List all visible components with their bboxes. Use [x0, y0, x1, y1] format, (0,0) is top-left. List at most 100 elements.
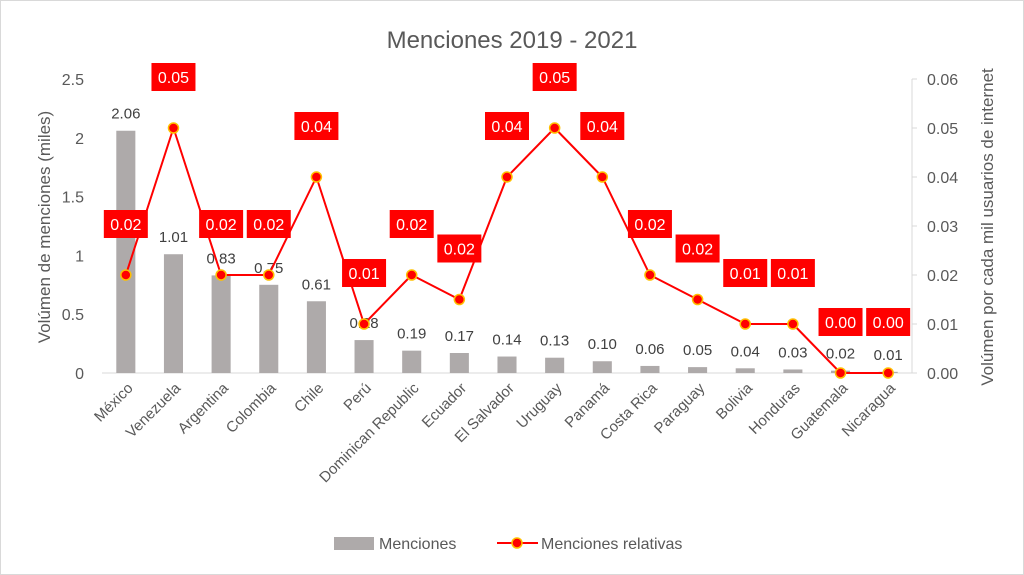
line-data-label: 0.01 — [777, 266, 808, 283]
line-point — [596, 171, 609, 183]
line-point — [358, 318, 370, 330]
line-data-label-box — [294, 112, 339, 140]
legend-label: Menciones — [379, 536, 456, 553]
line-point — [501, 171, 513, 183]
bar-data-label: 0.19 — [397, 326, 426, 343]
bar — [783, 369, 803, 373]
y2-tick-label: 0.01 — [927, 317, 958, 334]
bar-data-label: 0.17 — [445, 328, 474, 345]
y-tick-label: 2.5 — [62, 72, 84, 89]
line-data-label: 0.04 — [301, 119, 332, 136]
line-point — [310, 171, 323, 183]
line-data-label-box — [389, 210, 434, 238]
legend-label: Menciones relativas — [541, 536, 682, 553]
bar-data-label: 0.14 — [492, 332, 521, 349]
legend-swatch-marker — [511, 537, 523, 549]
line-point — [263, 269, 275, 281]
bar-data-label: 0.05 — [683, 342, 712, 359]
line-data-label-box — [818, 308, 863, 336]
bar — [116, 130, 136, 373]
line-data-label: 0.01 — [730, 266, 761, 283]
line-data-label: 0.02 — [634, 217, 665, 234]
line-data-label-box — [723, 259, 768, 287]
bar — [354, 340, 374, 373]
x-tick-label: Perú — [340, 380, 374, 414]
line-data-label: 0.00 — [825, 315, 856, 332]
bar-data-label: 0.04 — [731, 343, 760, 360]
bar-data-label: 0.10 — [588, 336, 617, 353]
line-point — [120, 269, 132, 281]
line-data-label: 0.00 — [873, 315, 904, 332]
bar — [640, 365, 660, 373]
bar — [688, 367, 708, 373]
bar — [306, 301, 326, 373]
line-data-label: 0.04 — [491, 119, 522, 136]
bar — [735, 368, 755, 373]
line-data-label-box — [485, 112, 529, 140]
line-data-label-box — [532, 63, 577, 91]
line-data-label: 0.02 — [396, 217, 427, 234]
y2-tick-label: 0.02 — [927, 268, 958, 285]
bar-data-label: 0.06 — [635, 341, 664, 358]
y2-tick-label: 0.05 — [927, 121, 958, 138]
line-point — [405, 269, 418, 281]
line-data-label-box — [342, 259, 387, 287]
bar — [592, 361, 612, 373]
x-tick-label: México — [91, 380, 137, 426]
bar-data-label: 1.01 — [159, 229, 188, 246]
line-data-label-box — [675, 234, 720, 263]
bar-data-label: 0.01 — [874, 347, 903, 364]
line-series-menciones-relativas — [120, 122, 894, 379]
line-point — [787, 318, 799, 330]
y2-tick-label: 0.03 — [927, 219, 958, 236]
x-tick-label: Colombia — [223, 379, 280, 436]
line-point — [739, 318, 751, 330]
y-tick-label: 0 — [75, 366, 84, 383]
bar-data-label: 0.02 — [826, 346, 855, 363]
line-point — [453, 293, 466, 306]
x-tick-label: Paraguay — [651, 379, 709, 437]
bar-data-label: 0.03 — [778, 344, 807, 361]
line-data-label-box — [437, 234, 482, 263]
line-point — [834, 367, 847, 379]
line-data-label-box — [627, 210, 672, 238]
bar — [259, 284, 279, 373]
y2-tick-label: 0.04 — [927, 170, 958, 187]
bar — [449, 353, 469, 373]
bar — [402, 350, 422, 373]
x-tick-label: Bolivia — [713, 379, 757, 423]
x-tick-label: Chile — [291, 380, 327, 416]
line-point — [167, 122, 180, 134]
bar-data-labels: 2.061.010.830.750.610.280.190.170.140.13… — [111, 106, 903, 364]
chart-title: Menciones 2019 - 2021 — [387, 27, 638, 54]
line-data-label-box — [580, 112, 625, 140]
line-point — [548, 122, 561, 134]
line-data-label: 0.05 — [158, 70, 189, 87]
bar-series-menciones — [116, 130, 898, 373]
line-data-label: 0.02 — [206, 217, 237, 234]
line-data-label: 0.01 — [348, 266, 379, 283]
legend: Menciones Menciones relativas — [334, 536, 682, 553]
bar-data-label: 0.75 — [254, 260, 283, 277]
bar-data-label: 0.61 — [302, 276, 331, 293]
y-tick-label: 0.5 — [62, 307, 84, 324]
x-tick-label: Argentina — [175, 379, 233, 437]
bar — [211, 275, 231, 373]
line-data-label-box — [199, 210, 244, 238]
y2-tick-label: 0.06 — [927, 72, 958, 89]
line-data-label-box — [151, 63, 196, 91]
line-data-label-box — [103, 210, 148, 238]
line-point — [882, 367, 894, 379]
x-tick-label: Uruguay — [513, 379, 565, 431]
line-data-label: 0.02 — [253, 217, 284, 234]
bar-data-label: 0.13 — [540, 333, 569, 350]
y-tick-label: 1 — [75, 248, 84, 265]
line-point — [215, 269, 227, 281]
axes: 0 0.5 1 1.5 2 2.5 0.00 0.01 0.02 0.03 0.04 0.05 0.06 — [62, 72, 958, 383]
bar — [497, 356, 517, 373]
line-data-label: 0.05 — [539, 70, 570, 87]
line-data-label: 0.02 — [110, 217, 141, 234]
line-data-label: 0.02 — [444, 242, 475, 259]
y2-tick-label: 0.00 — [927, 366, 958, 383]
